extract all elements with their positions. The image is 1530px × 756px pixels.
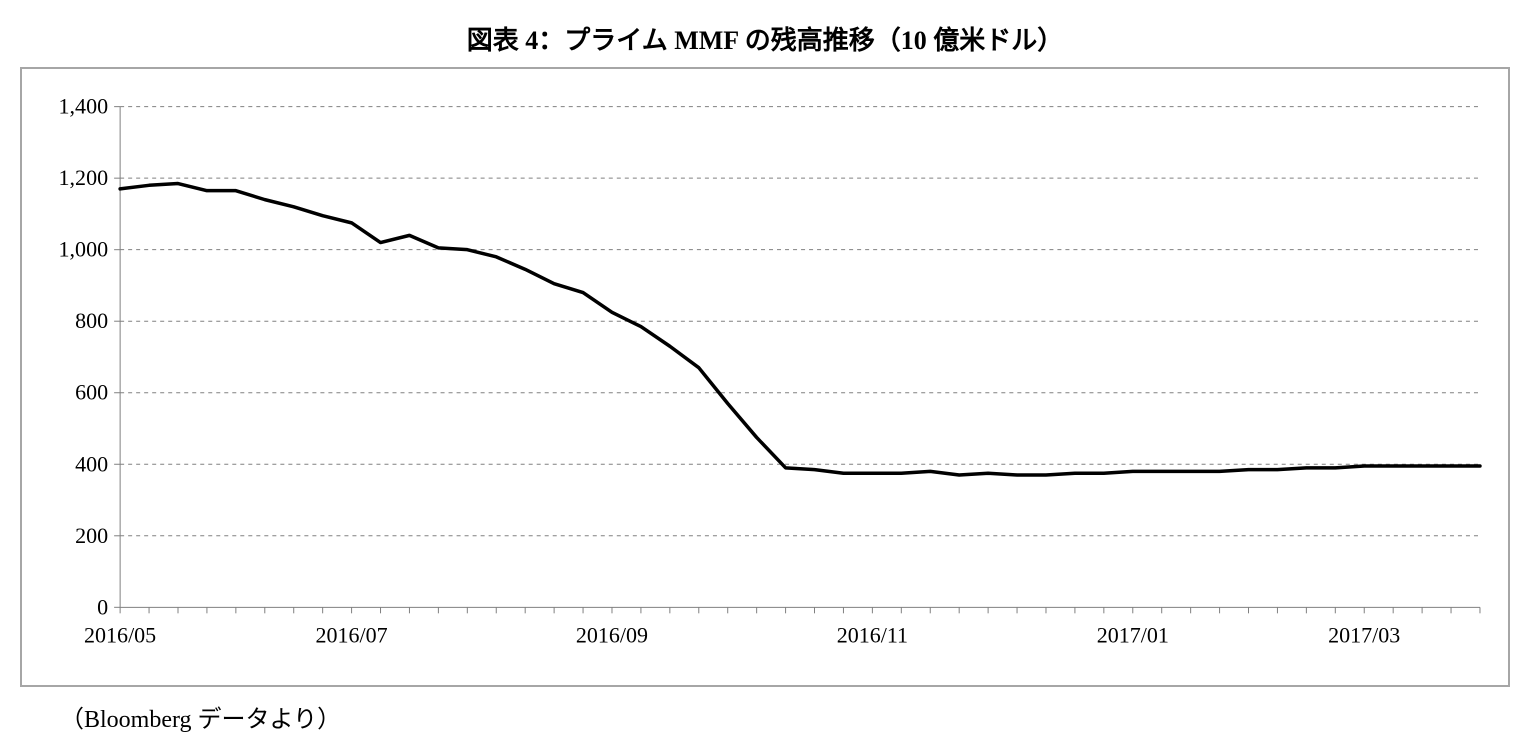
x-axis-label: 2016/09 [576, 622, 648, 647]
y-axis-label: 600 [75, 380, 108, 405]
x-axis-label: 2017/01 [1097, 622, 1169, 647]
y-axis-label: 1,000 [59, 237, 109, 262]
x-axis-label: 2016/11 [837, 622, 908, 647]
line-chart-svg: 0 200 400 600 800 1,000 1,200 1,400 2016/05 2016/… [30, 77, 1500, 677]
y-axis-label: 800 [75, 308, 108, 333]
y-axis-label: 400 [75, 451, 108, 476]
y-axis-label: 1,400 [59, 94, 109, 119]
chart-source-note: （Bloomberg データより） [60, 699, 1510, 734]
y-axis-label: 1,200 [59, 165, 109, 190]
y-axis-label: 0 [97, 594, 108, 619]
x-axis-label: 2017/03 [1328, 622, 1400, 647]
x-axis-label: 2016/07 [316, 622, 388, 647]
chart-title: 図表 4：プライム MMF の残高推移（10 億米ドル） [20, 20, 1510, 57]
x-axis-label: 2016/05 [84, 622, 156, 647]
data-line [120, 184, 1480, 475]
chart-wrapper: 図表 4：プライム MMF の残高推移（10 億米ドル） 0 200 400 600 8… [20, 20, 1510, 734]
plot-container: 0 200 400 600 800 1,000 1,200 1,400 2016/05 2016/… [30, 77, 1500, 677]
chart-frame: 0 200 400 600 800 1,000 1,200 1,400 2016/05 2016/… [20, 67, 1510, 687]
y-axis-label: 200 [75, 523, 108, 548]
